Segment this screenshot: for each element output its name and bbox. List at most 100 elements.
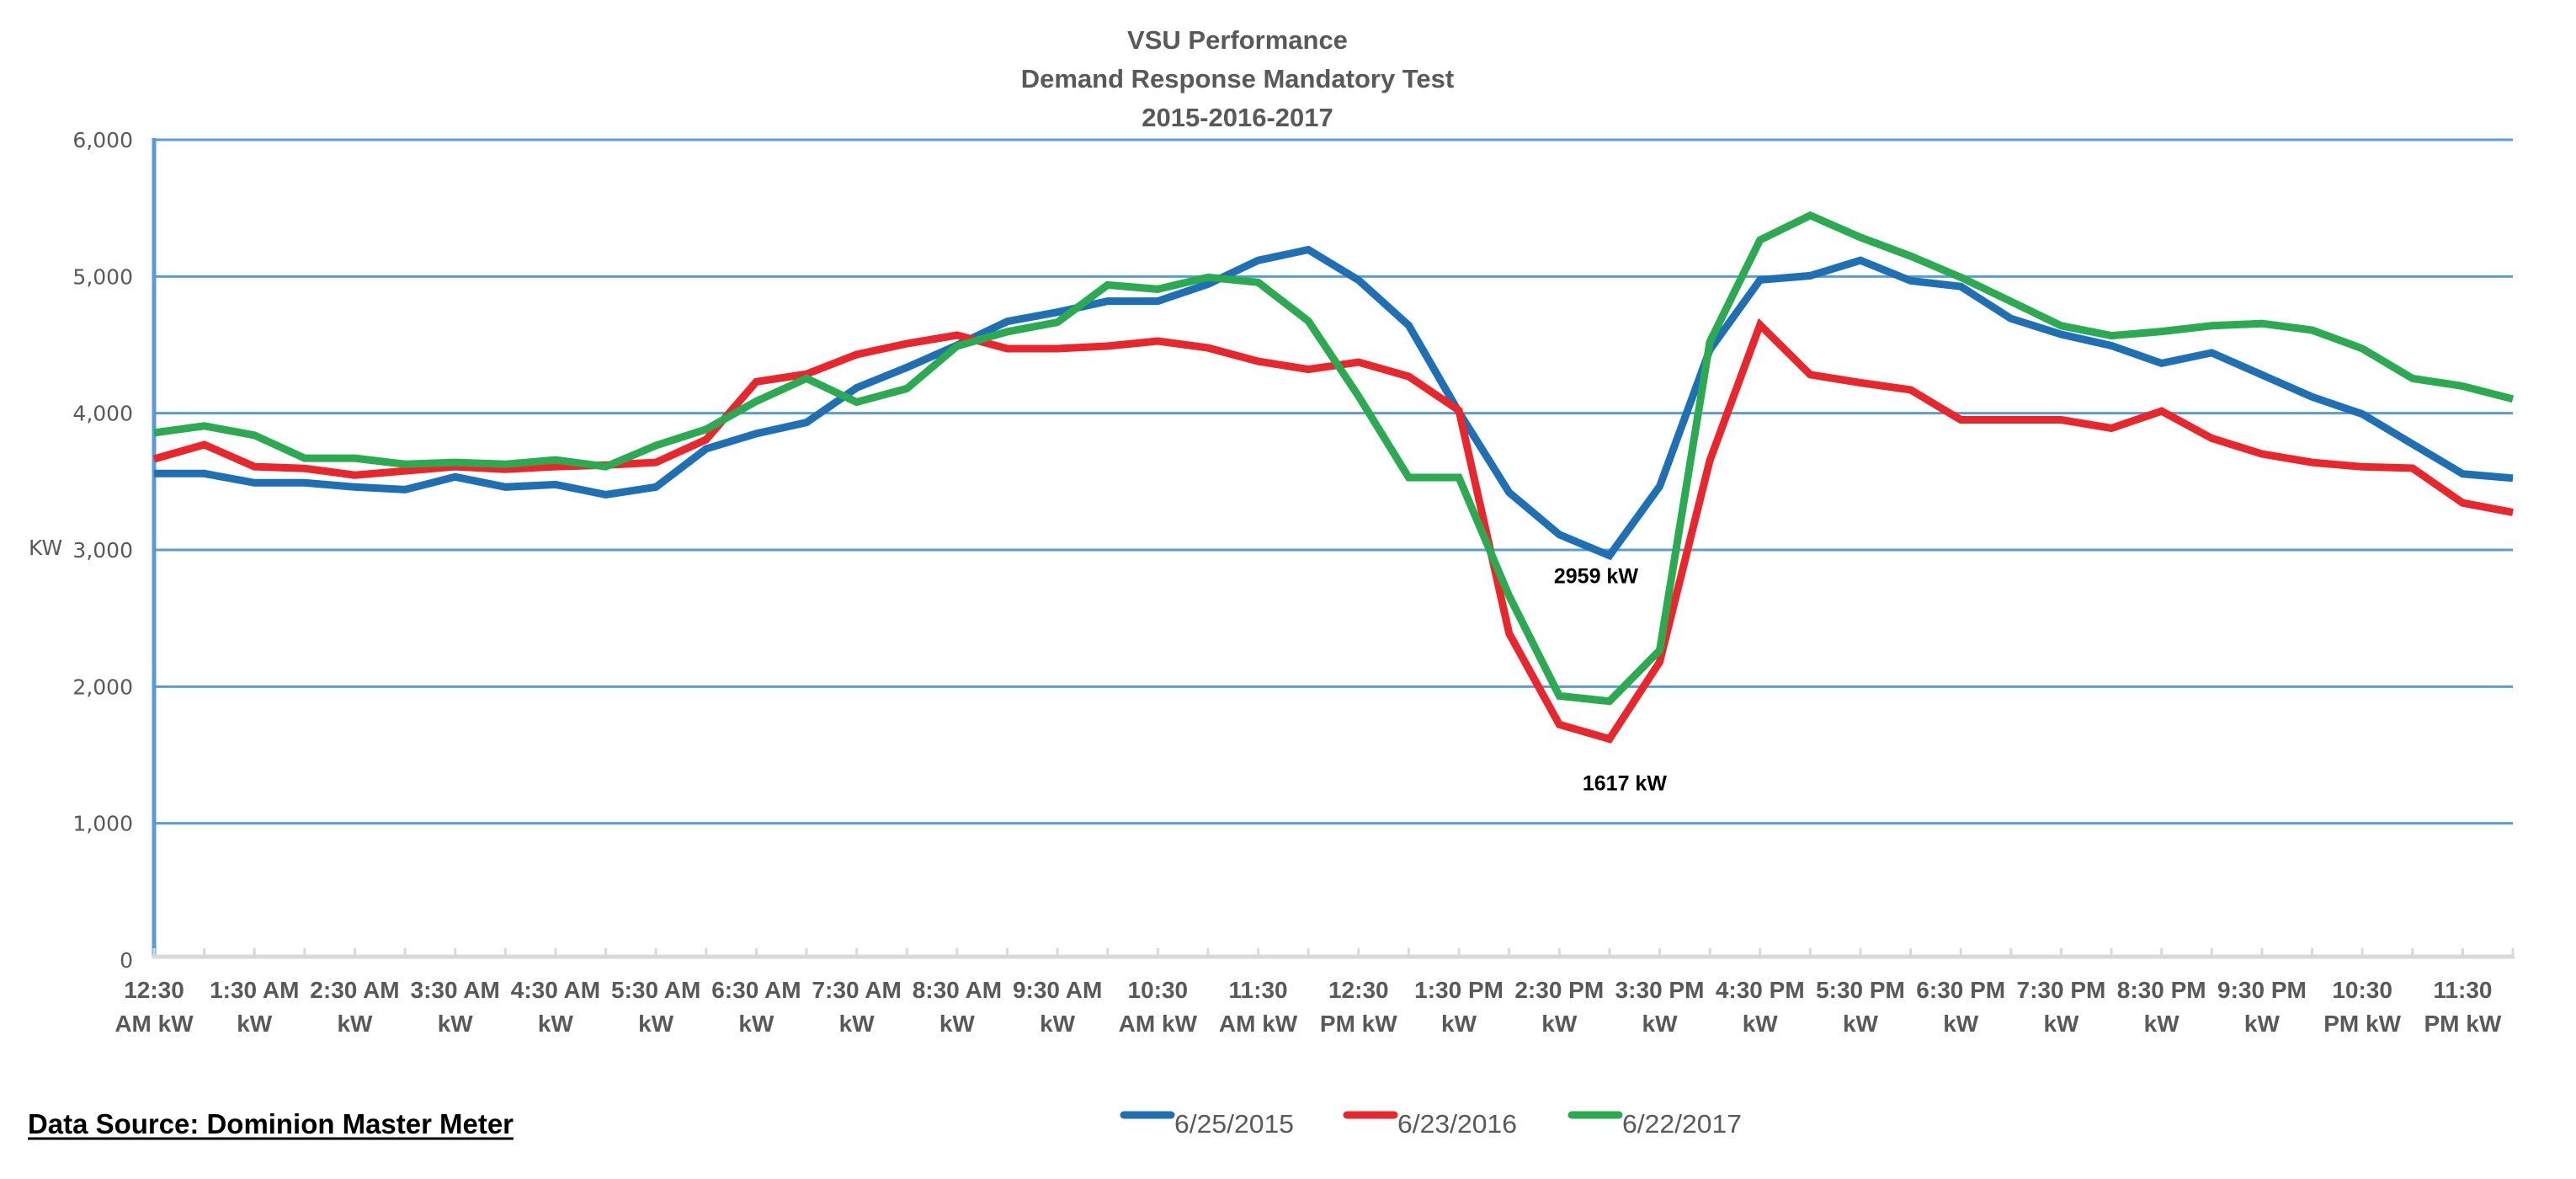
series-line-6-22-2017 bbox=[153, 211, 2515, 706]
x-tick-label-line: kW bbox=[1743, 1011, 1779, 1037]
x-tick-label: 10:30 PM kW bbox=[2323, 977, 2401, 1037]
x-tick-label-line: AM kW bbox=[1219, 1011, 1298, 1037]
x-tick-label-line: kW bbox=[2043, 1011, 2079, 1037]
x-tick-label-line: 7:30 AM bbox=[812, 977, 901, 1003]
x-tick-label: 11:30 AM kW bbox=[1219, 977, 1298, 1037]
title-line-2: Demand Response Mandatory Test bbox=[1021, 64, 1454, 93]
title-line-1: VSU Performance bbox=[1127, 25, 1348, 55]
x-tick-label-line: AM kW bbox=[114, 1011, 194, 1037]
x-tick-label-line: kW bbox=[438, 1011, 474, 1037]
x-tick-label-line: 10:30 bbox=[2332, 977, 2392, 1003]
legend: 6/25/2015 6/23/2016 6/22/2017 bbox=[1120, 1109, 1742, 1139]
y-tick-label: 0 bbox=[120, 948, 133, 973]
x-tick-label-line: 9:30 AM bbox=[1013, 977, 1102, 1003]
x-tick-label-line: 4:30 PM bbox=[1716, 977, 1805, 1003]
legend-item: 6/22/2017 bbox=[1567, 1109, 1742, 1139]
y-axis-label: KW bbox=[29, 536, 62, 560]
x-tick-label-line: 1:30 AM bbox=[210, 977, 299, 1003]
x-tick-label-line: kW bbox=[1441, 1011, 1477, 1037]
annotations: 2959 kW 1617 kW bbox=[1554, 565, 1667, 796]
x-tick-label-line: 7:30 PM bbox=[2017, 977, 2106, 1003]
x-tick-label-line: 5:30 AM bbox=[611, 977, 700, 1003]
y-tick-label: 4,000 bbox=[72, 402, 133, 426]
data-label: 1617 kW bbox=[1583, 772, 1667, 796]
x-tick-label-line: 5:30 PM bbox=[1816, 977, 1905, 1003]
y-axis-ticks: 0 1,000 2,000 3,000 4,000 5,000 6,000 bbox=[72, 128, 133, 973]
x-tick-label-line: kW bbox=[2144, 1011, 2180, 1037]
data-label: 2959 kW bbox=[1554, 565, 1638, 589]
x-tick-label: 11:30 PM kW bbox=[2424, 977, 2501, 1037]
title-line-3: 2015-2016-2017 bbox=[1142, 103, 1333, 132]
series-line-6-25-2015 bbox=[154, 245, 2514, 561]
x-tick-label-line: kW bbox=[638, 1011, 674, 1037]
x-tick-label-line: 11:30 bbox=[1229, 977, 1288, 1003]
legend-label: 6/25/2015 bbox=[1174, 1109, 1294, 1139]
x-tick-label: 6:30 AM kW bbox=[711, 977, 801, 1037]
x-tick-label-line: kW bbox=[738, 1011, 774, 1037]
x-tick-label-line: PM kW bbox=[2323, 1011, 2401, 1037]
x-axis bbox=[152, 948, 2515, 959]
x-tick-label-line: kW bbox=[538, 1011, 574, 1037]
x-tick-label-line: kW bbox=[2244, 1011, 2281, 1037]
legend-item: 6/23/2016 bbox=[1343, 1109, 1517, 1139]
x-tick-label-line: 3:30 AM bbox=[411, 977, 500, 1003]
legend-item: 6/25/2015 bbox=[1120, 1109, 1294, 1139]
x-tick-label-line: 8:30 PM bbox=[2117, 977, 2206, 1003]
x-tick-label-line: 2:30 AM bbox=[310, 977, 399, 1003]
x-tick-label: 3:30 AM kW bbox=[411, 977, 500, 1037]
x-tick-label-line: 12:30 bbox=[1328, 977, 1389, 1003]
x-tick-label-line: kW bbox=[1541, 1011, 1578, 1037]
x-tick-label-line: kW bbox=[839, 1011, 876, 1037]
gridlines bbox=[152, 138, 2513, 957]
x-tick-label-line: 8:30 AM bbox=[913, 977, 1002, 1003]
x-axis-tick-labels: 12:30 AM kW1:30 AM kW2:30 AM kW3:30 AM kW4:3… bbox=[114, 977, 2502, 1037]
x-tick-label: 12:30 AM kW bbox=[114, 977, 194, 1037]
x-tick-label: 2:30 PM kW bbox=[1514, 977, 1604, 1037]
x-tick-label-line: 6:30 PM bbox=[1916, 977, 2005, 1003]
x-tick-label-line: 4:30 AM bbox=[511, 977, 600, 1003]
x-tick-label-line: kW bbox=[1040, 1011, 1076, 1037]
x-tick-label: 7:30 PM kW bbox=[2017, 977, 2106, 1037]
x-tick-label-line: kW bbox=[1943, 1011, 1979, 1037]
x-tick-label: 4:30 AM kW bbox=[511, 977, 600, 1037]
x-tick-label: 5:30 AM kW bbox=[611, 977, 700, 1037]
x-tick-label-line: kW bbox=[337, 1011, 373, 1037]
x-tick-label-line: PM kW bbox=[2424, 1011, 2501, 1037]
x-tick-label: 2:30 AM kW bbox=[310, 977, 399, 1037]
x-tick-label-line: 12:30 bbox=[124, 977, 184, 1003]
series-line-6-23-2016 bbox=[152, 317, 2514, 744]
series-lines bbox=[152, 211, 2515, 744]
data-source-note: Data Source: Dominion Master Meter bbox=[28, 1108, 514, 1140]
y-tick-label: 2,000 bbox=[72, 675, 133, 699]
x-tick-label-line: PM kW bbox=[1320, 1011, 1397, 1037]
x-tick-label-line: 9:30 PM bbox=[2217, 977, 2307, 1003]
x-tick-label: 9:30 PM kW bbox=[2217, 977, 2307, 1037]
x-tick-label: 8:30 PM kW bbox=[2117, 977, 2206, 1037]
x-tick-label: 6:30 PM kW bbox=[1916, 977, 2005, 1037]
x-tick-label: 12:30 PM kW bbox=[1320, 977, 1397, 1037]
y-tick-label: 5,000 bbox=[72, 264, 133, 289]
y-tick-label: 1,000 bbox=[72, 812, 133, 836]
x-tick-label: 4:30 PM kW bbox=[1716, 977, 1805, 1037]
x-tick-label: 5:30 PM kW bbox=[1816, 977, 1905, 1037]
x-tick-label-line: kW bbox=[1642, 1011, 1679, 1037]
y-tick-label: 3,000 bbox=[72, 538, 133, 563]
x-tick-label: 10:30 AM kW bbox=[1119, 977, 1198, 1037]
y-tick-label: 6,000 bbox=[72, 128, 133, 152]
x-tick-label: 1:30 PM kW bbox=[1414, 977, 1504, 1037]
x-tick-label-line: 10:30 bbox=[1128, 977, 1189, 1003]
legend-label: 6/23/2016 bbox=[1397, 1109, 1517, 1139]
legend-label: 6/22/2017 bbox=[1622, 1109, 1742, 1139]
x-tick-label: 1:30 AM kW bbox=[210, 977, 299, 1037]
x-tick-label-line: 3:30 PM bbox=[1615, 977, 1705, 1003]
data-source-text: Data Source: Dominion Master Meter bbox=[28, 1108, 514, 1139]
x-tick-label: 8:30 AM kW bbox=[913, 977, 1002, 1037]
x-tick-label: 7:30 AM kW bbox=[812, 977, 901, 1037]
x-tick-label-line: 11:30 bbox=[2433, 977, 2492, 1003]
x-tick-label-line: 6:30 AM bbox=[711, 977, 801, 1003]
x-tick-label-line: kW bbox=[939, 1011, 976, 1037]
x-tick-label-line: 1:30 PM bbox=[1414, 977, 1504, 1003]
x-tick-label-line: kW bbox=[1843, 1011, 1879, 1037]
x-tick-label: 9:30 AM kW bbox=[1013, 977, 1102, 1037]
